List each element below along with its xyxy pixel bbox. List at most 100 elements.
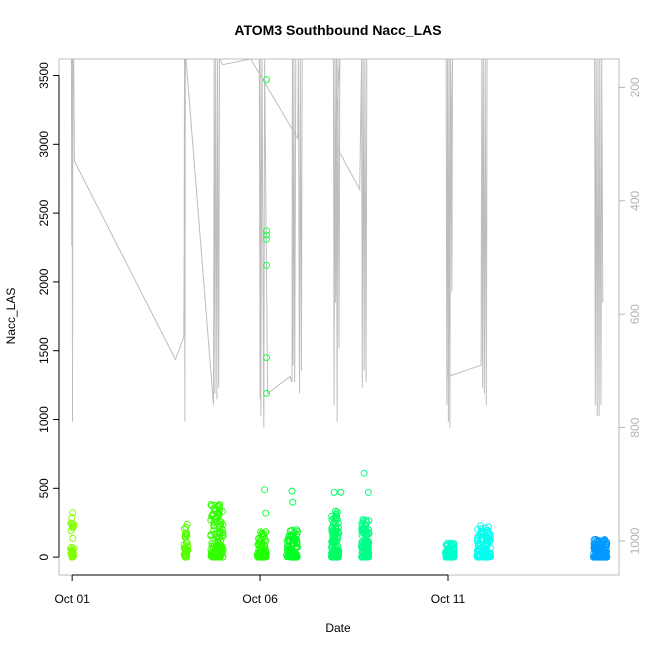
data-point <box>263 389 270 397</box>
data-point <box>181 545 189 553</box>
data-point <box>483 550 491 558</box>
data-point <box>285 546 293 554</box>
data-point <box>263 227 270 235</box>
data-point <box>210 522 218 530</box>
data-point <box>219 532 227 540</box>
data-point <box>593 544 601 552</box>
data-point <box>293 553 301 561</box>
data-point <box>263 231 270 239</box>
y-tick-label: 3500 <box>37 62 51 89</box>
data-point <box>263 76 270 84</box>
data-point <box>474 546 482 554</box>
data-point <box>362 525 370 533</box>
data-point <box>215 502 222 510</box>
data-point <box>449 553 457 561</box>
data-point <box>262 553 270 561</box>
data-point <box>207 531 215 539</box>
y2-tick-label: 600 <box>628 304 642 324</box>
data-point <box>259 553 267 561</box>
y-tick-label: 2500 <box>37 199 51 226</box>
x-tick-label: Oct 01 <box>54 592 90 606</box>
data-point <box>601 550 609 558</box>
data-point <box>181 553 189 561</box>
altitude-track-layer <box>70 58 604 428</box>
data-point <box>216 501 224 508</box>
data-point <box>360 530 368 537</box>
y-axis-label: Nacc_LAS <box>4 288 18 345</box>
y-tick-label: 3000 <box>37 131 51 158</box>
data-point <box>69 534 77 542</box>
data-points-layer <box>67 76 611 561</box>
x-axis-label: Date <box>325 621 351 635</box>
data-point <box>182 529 190 537</box>
data-point <box>183 546 191 554</box>
data-point <box>208 502 216 510</box>
y-tick-label: 2000 <box>37 268 51 295</box>
altitude-track <box>70 58 604 428</box>
data-point <box>337 488 345 496</box>
data-point <box>68 522 76 530</box>
data-point <box>288 487 296 495</box>
axes-layer: 0 500 1000 1500 2000 2500 3000 3500 Oct 01 Oct 06… <box>37 62 642 606</box>
data-point <box>284 543 292 551</box>
data-point <box>68 553 76 561</box>
data-point <box>262 528 270 536</box>
data-point <box>207 501 215 508</box>
y-tick-label: 1000 <box>37 406 51 433</box>
data-point <box>259 540 267 548</box>
data-point <box>294 528 301 536</box>
data-point <box>218 544 226 552</box>
data-point <box>212 515 220 522</box>
data-point <box>333 508 341 516</box>
data-point <box>328 526 336 534</box>
data-point <box>358 544 366 552</box>
data-point <box>261 486 269 494</box>
data-point <box>333 512 340 520</box>
data-point <box>263 354 270 362</box>
x-tick-label: Oct 06 <box>242 592 278 606</box>
data-point <box>262 509 270 517</box>
data-point <box>207 516 215 524</box>
data-point <box>443 549 451 557</box>
data-point <box>329 538 337 546</box>
y-tick-label: 0 <box>37 553 51 560</box>
y2-tick-label: 200 <box>628 77 642 97</box>
chart-title: ATOM3 Southbound Nacc_LAS <box>234 22 441 38</box>
data-point <box>183 520 191 528</box>
data-point <box>334 534 342 542</box>
data-point <box>449 541 457 548</box>
data-point <box>480 540 488 548</box>
data-point <box>590 553 598 561</box>
data-point <box>597 548 605 556</box>
data-point <box>254 550 261 558</box>
data-point <box>69 509 77 517</box>
data-point <box>330 488 338 496</box>
data-point <box>183 539 191 547</box>
data-point <box>484 534 492 542</box>
data-point <box>590 536 598 544</box>
data-point <box>332 522 340 530</box>
data-point <box>215 527 223 535</box>
data-point <box>364 488 372 496</box>
data-point <box>328 512 336 520</box>
data-point <box>360 469 368 477</box>
data-point <box>601 540 609 548</box>
data-point <box>361 539 369 547</box>
data-point <box>217 522 224 530</box>
data-point <box>215 550 223 558</box>
data-point <box>329 533 337 541</box>
data-point <box>219 546 227 554</box>
data-point <box>362 516 370 524</box>
data-point <box>258 539 266 547</box>
data-point <box>442 541 450 549</box>
data-point <box>482 538 490 546</box>
data-point <box>208 550 216 558</box>
data-point <box>293 543 301 551</box>
x-tick-label: Oct 11 <box>431 592 466 606</box>
y-tick-label: 1500 <box>37 337 51 364</box>
data-point <box>478 528 486 536</box>
y2-tick-label: 800 <box>628 417 642 437</box>
data-point <box>214 538 222 546</box>
data-point <box>477 525 485 533</box>
